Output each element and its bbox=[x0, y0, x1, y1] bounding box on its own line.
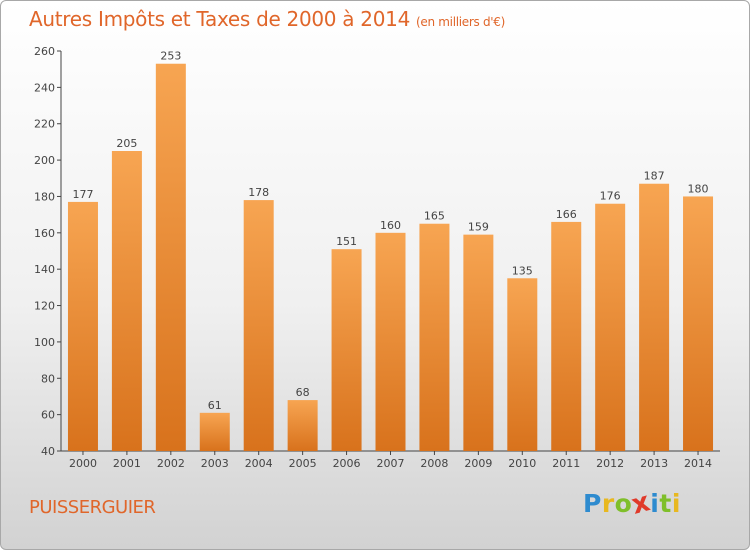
chart-subtitle: (en milliers d'€) bbox=[416, 15, 506, 29]
x-tick-label: 2009 bbox=[464, 457, 492, 470]
bar bbox=[463, 234, 494, 451]
y-tick-label: 80 bbox=[41, 372, 55, 385]
bar bbox=[331, 249, 362, 451]
bar bbox=[287, 400, 318, 451]
axes: 40 60 80 100 120 140 160 180 200 220 240 260 2000 200… bbox=[34, 45, 720, 470]
proxiti-logo: Proxiti bbox=[583, 486, 681, 521]
chart-title-text: Autres Impôts et Taxes de 2000 à 2014 bbox=[29, 7, 410, 31]
logo-letter: o bbox=[614, 489, 633, 518]
x-tick-label: 2002 bbox=[157, 457, 185, 470]
bar-value-label: 135 bbox=[512, 264, 533, 277]
bar-value-label: 165 bbox=[424, 210, 445, 223]
logo-letter: i bbox=[650, 489, 660, 518]
logo-letter: r bbox=[601, 489, 615, 518]
x-tick-label: 2007 bbox=[377, 457, 405, 470]
y-tick-label: 140 bbox=[34, 263, 55, 276]
bar-value-label: 61 bbox=[208, 399, 222, 412]
bar-value-label: 166 bbox=[556, 208, 577, 221]
y-tick-label: 200 bbox=[34, 154, 55, 167]
y-tick-label: 60 bbox=[41, 409, 55, 422]
bar-value-label: 151 bbox=[336, 235, 357, 248]
bar-value-label: 159 bbox=[468, 221, 489, 234]
bars: 177 205 253 61 178 68 151 160 165 159 135 166 176 187… bbox=[67, 50, 714, 452]
x-tick-label: 2001 bbox=[113, 457, 141, 470]
x-tick-label: 2010 bbox=[508, 457, 536, 470]
bar bbox=[111, 151, 142, 451]
x-tick-label: 2012 bbox=[596, 457, 624, 470]
bar-value-label: 180 bbox=[688, 182, 709, 195]
commune-name: PUISSERGUIER bbox=[29, 497, 156, 518]
bar-value-label: 205 bbox=[116, 137, 137, 150]
bar bbox=[375, 232, 406, 451]
bar-value-label: 176 bbox=[600, 190, 621, 203]
x-tick-label: 2014 bbox=[684, 457, 712, 470]
x-tick-label: 2006 bbox=[333, 457, 361, 470]
bar-value-label: 177 bbox=[72, 188, 93, 201]
y-tick-label: 120 bbox=[34, 300, 55, 313]
y-tick-label: 260 bbox=[34, 45, 55, 58]
y-tick-label: 180 bbox=[34, 190, 55, 203]
bar bbox=[67, 201, 98, 451]
bar-value-label: 178 bbox=[248, 186, 269, 199]
bar bbox=[595, 203, 626, 451]
x-tick-label: 2003 bbox=[201, 457, 229, 470]
x-tick-label: 2000 bbox=[69, 457, 97, 470]
chart-title: Autres Impôts et Taxes de 2000 à 2014 (en… bbox=[29, 7, 505, 31]
x-tick-label: 2013 bbox=[640, 457, 668, 470]
y-tick-label: 160 bbox=[34, 227, 55, 240]
x-tick-label: 2011 bbox=[552, 457, 580, 470]
y-tick-label: 240 bbox=[34, 81, 55, 94]
bar-value-label: 253 bbox=[160, 50, 181, 63]
bar-value-label: 160 bbox=[380, 219, 401, 232]
bar bbox=[683, 196, 714, 451]
bar bbox=[551, 221, 582, 451]
logo-letter: t bbox=[659, 489, 672, 518]
bar-value-label: 68 bbox=[296, 386, 310, 399]
bar bbox=[419, 223, 450, 451]
bar bbox=[507, 278, 538, 451]
bar-value-label: 187 bbox=[644, 170, 665, 183]
x-tick-label: 2005 bbox=[289, 457, 317, 470]
bar bbox=[639, 183, 670, 451]
bar bbox=[199, 412, 230, 451]
y-tick-label: 100 bbox=[34, 336, 55, 349]
y-tick-label: 40 bbox=[41, 445, 55, 458]
x-tick-label: 2004 bbox=[245, 457, 273, 470]
logo-letter: i bbox=[671, 489, 681, 518]
logo-letter: P bbox=[583, 489, 602, 518]
bar bbox=[243, 200, 274, 451]
y-tick-label: 220 bbox=[34, 118, 55, 131]
x-tick-label: 2008 bbox=[420, 457, 448, 470]
bar bbox=[155, 63, 186, 452]
